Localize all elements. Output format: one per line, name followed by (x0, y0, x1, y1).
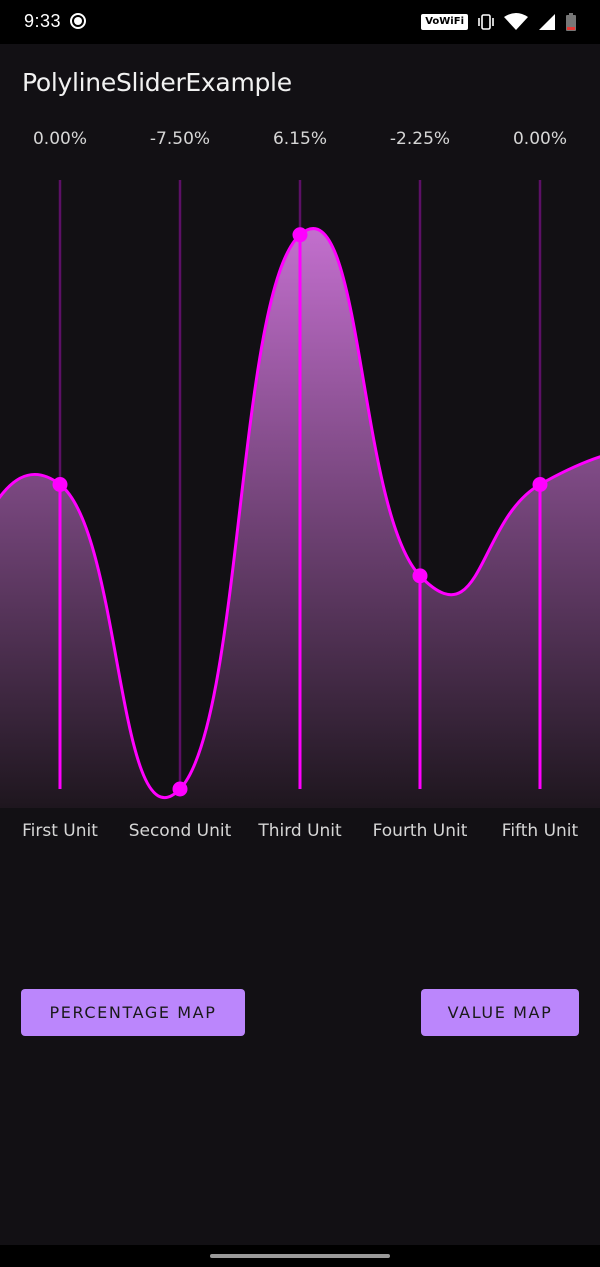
curve-line (0, 227, 600, 800)
slider-handle-third[interactable] (292, 227, 308, 243)
percentage-map-button[interactable]: PERCENTAGE MAP (21, 989, 245, 1036)
value-label-second-unit: -7.50% (149, 129, 211, 149)
unit-label-first: First Unit (22, 821, 98, 841)
active-bars (58, 234, 542, 789)
navigation-bar (0, 1245, 600, 1267)
app-title: PolylineSliderExample (22, 68, 292, 97)
status-bar: 9:33 VoWiFi (0, 0, 600, 44)
signal-icon (539, 14, 555, 30)
value-label-fifth-unit: 0.00% (512, 129, 567, 149)
wifi-icon (504, 13, 528, 30)
status-icons: VoWiFi (421, 12, 576, 32)
status-time: 9:33 (24, 11, 62, 31)
unit-label-fourth: Fourth Unit (372, 821, 468, 841)
battery-icon (566, 13, 576, 31)
slider-handle-fifth[interactable] (532, 477, 548, 492)
value-label-fourth-unit: -2.25% (389, 129, 451, 149)
slider-handle-second[interactable] (172, 781, 188, 797)
slider-handle-first[interactable] (52, 477, 68, 492)
vowifi-badge: VoWiFi (421, 14, 468, 30)
value-label-first-unit: 0.00% (32, 129, 87, 149)
record-icon (70, 13, 86, 29)
unit-label-fifth: Fifth Unit (501, 821, 579, 841)
unit-label-second: Second Unit (128, 821, 232, 841)
slider-handles[interactable] (52, 227, 548, 797)
unit-label-third: Third Unit (258, 821, 342, 841)
home-gesture-handle[interactable] (210, 1254, 390, 1258)
vibrate-icon (478, 14, 494, 30)
value-label-third-unit: 6.15% (272, 129, 327, 149)
slider-handle-fourth[interactable] (412, 568, 428, 584)
value-map-button[interactable]: VALUE MAP (421, 989, 579, 1036)
